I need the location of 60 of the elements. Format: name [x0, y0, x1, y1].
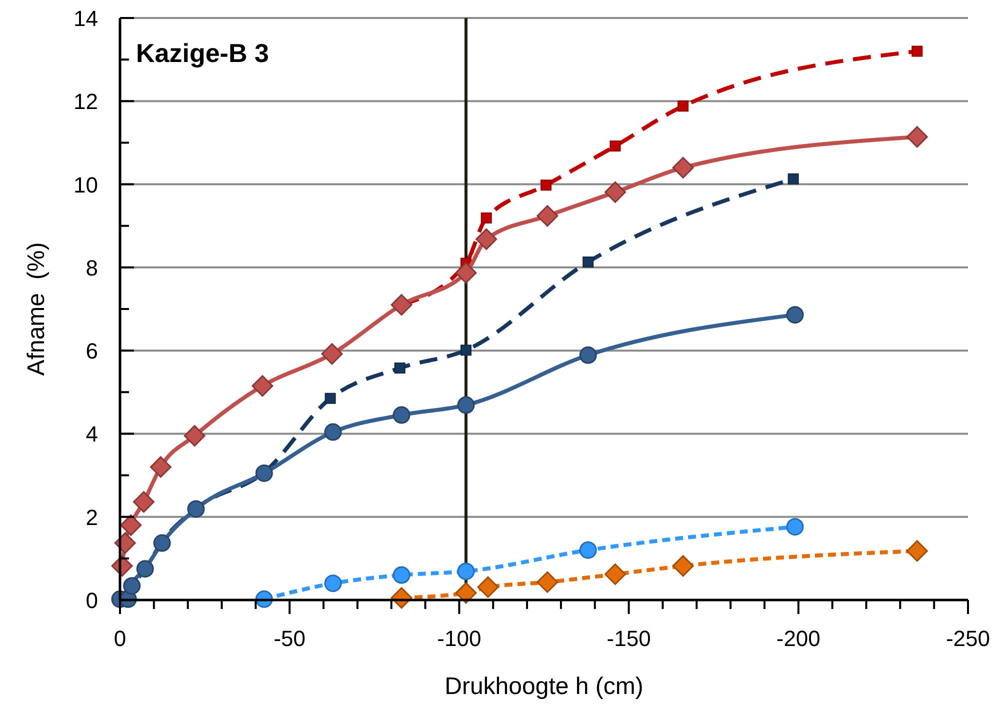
point — [457, 396, 475, 414]
point — [460, 344, 472, 356]
point — [477, 576, 499, 598]
point — [786, 518, 804, 536]
point — [324, 574, 342, 592]
x-axis-title: Drukhoogte h (cm) — [444, 673, 644, 700]
point — [788, 173, 799, 184]
point — [786, 306, 804, 324]
y-tick-label: 8 — [86, 255, 98, 280]
x-tick-label: 0 — [114, 626, 126, 651]
point — [390, 294, 412, 316]
point — [120, 514, 142, 536]
point — [480, 212, 492, 224]
point — [579, 346, 597, 364]
point — [672, 555, 694, 577]
point — [392, 566, 410, 584]
point — [394, 362, 406, 374]
x-tick-label: -200 — [776, 626, 820, 651]
point — [476, 228, 498, 250]
point — [455, 582, 477, 604]
y-tick-label: 14 — [74, 6, 98, 31]
point — [536, 205, 558, 227]
point — [324, 392, 336, 404]
y-tick-label: 6 — [86, 338, 98, 364]
point — [187, 500, 205, 518]
point — [678, 100, 689, 112]
point — [150, 456, 172, 478]
point — [906, 126, 928, 148]
point — [252, 375, 274, 397]
point — [321, 343, 343, 365]
point — [672, 156, 694, 178]
y-tick-label: 12 — [74, 89, 98, 114]
point — [255, 464, 273, 482]
y-tick-label: 0 — [86, 588, 98, 613]
point — [123, 577, 141, 595]
point — [912, 46, 923, 57]
point — [604, 181, 626, 203]
x-tick-label: -250 — [946, 626, 990, 651]
point — [392, 406, 410, 424]
point — [457, 562, 475, 580]
point — [604, 563, 626, 585]
point — [536, 571, 558, 593]
x-tick-label: -50 — [274, 626, 306, 651]
point — [579, 541, 597, 559]
x-tick-label: -150 — [606, 626, 651, 651]
point — [582, 256, 594, 268]
point — [906, 540, 928, 562]
x-tick-label: -100 — [437, 626, 482, 651]
y-tick-label: 2 — [86, 504, 98, 530]
point — [324, 423, 342, 441]
point — [540, 180, 552, 191]
y-tick-label: 10 — [74, 172, 98, 198]
point — [153, 534, 171, 552]
y-tick-label: 4 — [86, 422, 98, 447]
point — [610, 140, 621, 152]
point — [184, 425, 206, 447]
text: Kazige-B 3 — [136, 38, 269, 68]
point — [455, 262, 477, 284]
point — [132, 491, 154, 513]
y-axis-title: Afname (%) — [23, 242, 50, 376]
